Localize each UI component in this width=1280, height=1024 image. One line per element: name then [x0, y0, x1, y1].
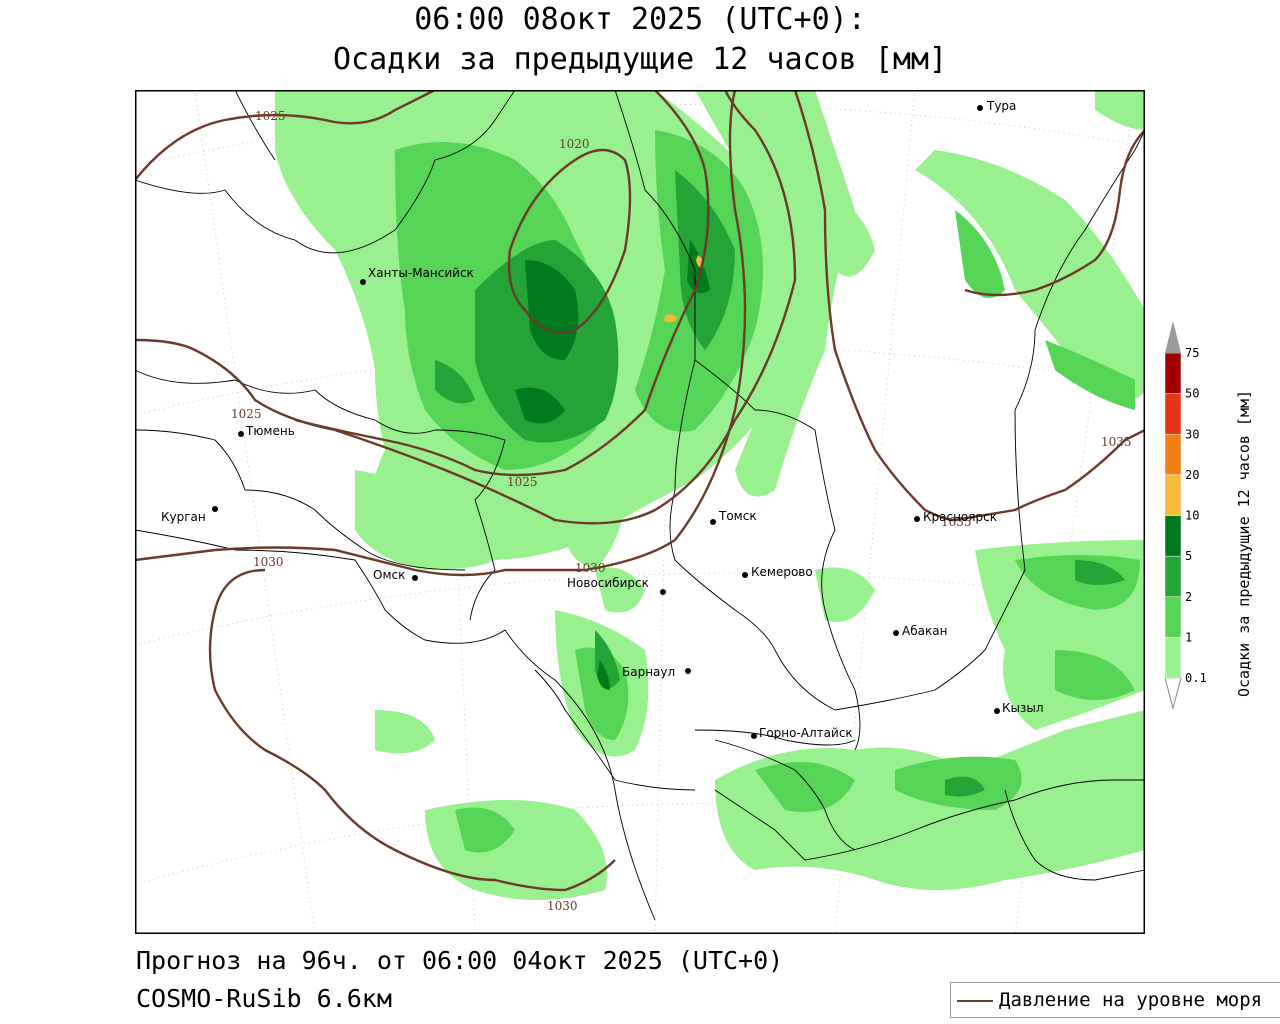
city-tyumen: Тюмень	[238, 424, 295, 438]
isobar-label: 1035	[941, 515, 972, 529]
colorbar-arrow-low	[1165, 677, 1182, 710]
isobar-legend-line	[957, 1000, 993, 1002]
svg-text:Красноярск: Красноярск	[923, 510, 997, 524]
isobar-label: 1025	[507, 475, 538, 489]
isobar-label: 1030	[547, 899, 578, 913]
colorbar-band	[1165, 352, 1182, 394]
forecast-info: Прогноз на 96ч. от 06:00 04окт 2025 (UTC…	[136, 946, 784, 975]
city-tomsk: Томск	[710, 509, 757, 525]
city-kemerovo: Кемерово	[742, 565, 813, 579]
colorbar-band	[1165, 515, 1182, 557]
svg-text:Барнаул: Барнаул	[622, 665, 675, 679]
colorbar-level-label: 10	[1185, 509, 1199, 523]
colorbar-level-label: 1	[1185, 630, 1192, 644]
colorbar-title: Осадки за предыдущие 12 часов [мм]	[1235, 389, 1253, 697]
city-novosibirsk: Новосибирск	[567, 576, 666, 595]
svg-text:Ханты-Мансийск: Ханты-Мансийск	[368, 266, 474, 280]
city-gorno-altaysk: Горно-Алтайск	[751, 726, 853, 740]
colorbar-level-label: 75	[1185, 346, 1199, 360]
svg-text:Кызыл: Кызыл	[1002, 701, 1044, 715]
isobar-label: 1025	[255, 109, 286, 123]
precip-colorbar: 0.1 1 2 5 10 20 30 50 75	[1165, 321, 1207, 710]
colorbar-band	[1165, 393, 1182, 435]
isobar-legend: Давление на уровне моря	[950, 982, 1280, 1018]
precipitation-map: 1025 1020 1025 1025 1030 1030 1035 1035 …	[135, 90, 1145, 934]
svg-text:Омск: Омск	[373, 568, 405, 582]
svg-text:Томск: Томск	[718, 509, 757, 523]
city-abakan: Абакан	[893, 624, 947, 638]
colorbar-band	[1165, 637, 1182, 679]
colorbar-band	[1165, 434, 1182, 476]
isobar-label: 1020	[559, 137, 590, 151]
isobars	[135, 90, 1145, 892]
map-frame	[135, 90, 1145, 934]
city-kyzyl: Кызыл	[994, 701, 1044, 715]
svg-text:Новосибирск: Новосибирск	[567, 576, 649, 590]
colorbar-level-label: 30	[1185, 427, 1199, 441]
city-kurgan: Курган	[161, 506, 218, 524]
colorbar-band	[1165, 474, 1182, 516]
model-name: COSMO-RuSib 6.6км	[136, 984, 392, 1013]
colorbar-level-label: 50	[1185, 387, 1199, 401]
map-title-variable: Осадки за предыдущие 12 часов [мм]	[332, 42, 948, 77]
colorbar-level-label: 2	[1185, 590, 1192, 604]
isobar-label: 1025	[231, 407, 262, 421]
cities: Тура Ханты-Мансийск Тюмень Курган Омск Т…	[161, 99, 1044, 740]
svg-text:Кемерово: Кемерово	[751, 565, 813, 579]
colorbar-arrow-high	[1165, 321, 1181, 353]
svg-text:Курган: Курган	[161, 510, 206, 524]
isobar-label: 1030	[253, 555, 284, 569]
svg-text:Тюмень: Тюмень	[245, 424, 295, 438]
colorbar-band	[1165, 596, 1182, 638]
isobar-labels: 1025 1020 1025 1025 1030 1030 1035 1035 …	[231, 109, 1132, 913]
svg-text:Абакан: Абакан	[902, 624, 947, 638]
colorbar-band	[1165, 555, 1182, 597]
isobar-legend-label: Давление на уровне моря	[999, 989, 1263, 1011]
svg-text:Тура: Тура	[986, 99, 1016, 113]
city-omsk: Омск	[373, 568, 418, 582]
isobar-label: 1030	[575, 561, 606, 575]
colorbar-level-label: 20	[1185, 468, 1199, 482]
city-khanty-mansiysk: Ханты-Мансийск	[360, 266, 474, 285]
city-krasnoyarsk: Красноярск	[914, 510, 997, 524]
isobar-label: 1035	[1101, 435, 1132, 449]
city-tura: Тура	[977, 99, 1016, 113]
colorbar-level-label: 5	[1185, 549, 1192, 563]
precip-very-heavy	[515, 240, 710, 690]
city-barnaul: Барнаул	[622, 665, 691, 679]
map-title-time: 06:00 08окт 2025 (UTC+0):	[414, 2, 866, 37]
colorbar-level-label: 0.1	[1185, 671, 1207, 685]
svg-text:Горно-Алтайск: Горно-Алтайск	[759, 726, 853, 740]
